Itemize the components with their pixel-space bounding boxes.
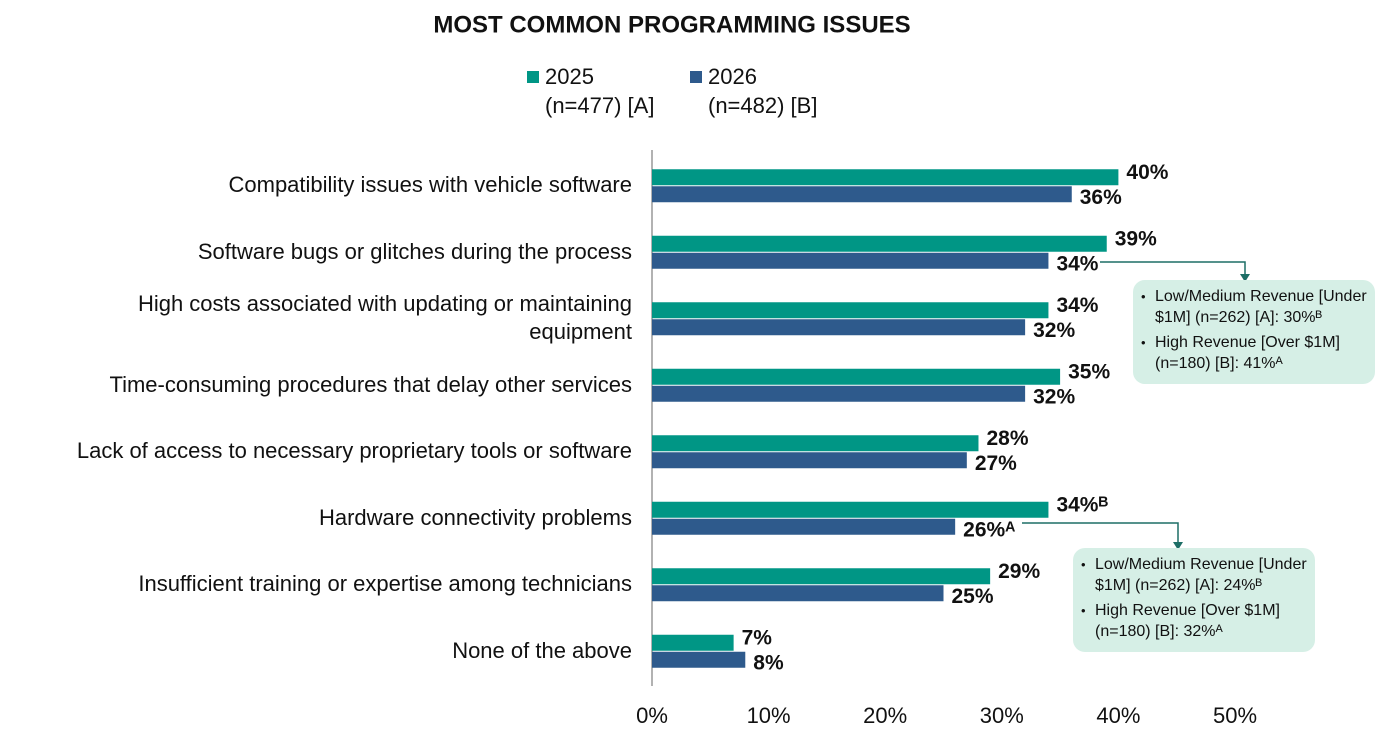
- y-tick-label: Lack of access to necessary proprietary …: [76, 438, 632, 464]
- legend-sample: (n=482) [B]: [708, 93, 817, 118]
- callout-item: Low/Medium Revenue [Under $1M] (n=262) […: [1081, 554, 1307, 596]
- bar: [652, 169, 1119, 186]
- callout-item: High Revenue [Over $1M] (n=180) [B]: 41%…: [1141, 332, 1367, 374]
- value-label: 39%: [1115, 227, 1157, 250]
- value-label: 34%: [1056, 252, 1098, 275]
- bar: [652, 651, 746, 668]
- value-label: 40%: [1126, 161, 1168, 184]
- bar: [652, 518, 956, 535]
- y-tick-label: None of the above: [452, 637, 632, 663]
- bar: [652, 319, 1026, 336]
- y-tick-label: Hardware connectivity problems: [318, 504, 632, 530]
- callout-arrow: [1022, 522, 1179, 544]
- bar: [652, 302, 1049, 319]
- value-label: 34%ᴮ: [1056, 493, 1108, 516]
- bar: [652, 568, 991, 585]
- y-tick-label: Software bugs or glitches during the pro…: [197, 238, 632, 264]
- y-tick-label: Compatibility issues with vehicle softwa…: [228, 172, 633, 198]
- y-tick-label: Insufficient training or expertise among…: [138, 571, 632, 597]
- y-tick-label: High costs associated with updating or m…: [137, 291, 632, 345]
- value-label: 7%: [742, 626, 773, 649]
- value-label: 36%: [1080, 186, 1122, 209]
- bar: [652, 585, 944, 602]
- value-label: 34%: [1056, 294, 1098, 317]
- value-label: 26%ᴬ: [963, 518, 1015, 541]
- value-label: 27%: [975, 452, 1017, 475]
- legend-label: 2025: [545, 64, 594, 89]
- x-tick-label: 40%: [1096, 703, 1140, 728]
- chart-title: MOST COMMON PROGRAMMING ISSUES: [433, 11, 910, 38]
- value-label: 8%: [753, 651, 784, 674]
- x-tick-label: 20%: [863, 703, 907, 728]
- value-label: 32%: [1033, 385, 1075, 408]
- bar: [652, 368, 1061, 385]
- value-label: 35%: [1068, 360, 1110, 383]
- legend-sample: (n=477) [A]: [545, 93, 654, 118]
- bar: [652, 501, 1049, 518]
- bar: [652, 235, 1107, 252]
- arrow-head: [1240, 274, 1250, 282]
- callout: Low/Medium Revenue [Under $1M] (n=262) […: [1073, 548, 1315, 652]
- value-label: 29%: [998, 560, 1040, 583]
- x-tick-label: 10%: [747, 703, 791, 728]
- callout-item: Low/Medium Revenue [Under $1M] (n=262) […: [1141, 286, 1367, 328]
- bar: [652, 634, 734, 651]
- bar: [652, 186, 1072, 203]
- bar: [652, 435, 979, 452]
- y-tick-label: Time-consuming procedures that delay oth…: [109, 371, 632, 397]
- x-tick-label: 50%: [1213, 703, 1257, 728]
- value-label: 32%: [1033, 319, 1075, 342]
- callout: Low/Medium Revenue [Under $1M] (n=262) […: [1133, 280, 1375, 384]
- legend-swatch: [527, 71, 539, 83]
- bar: [652, 452, 967, 469]
- legend-label: 2026: [708, 64, 757, 89]
- x-tick-label: 0%: [636, 703, 668, 728]
- x-tick-label: 30%: [980, 703, 1024, 728]
- legend-swatch: [690, 71, 702, 83]
- value-label: 25%: [952, 585, 994, 608]
- callout-item: High Revenue [Over $1M] (n=180) [B]: 32%…: [1081, 600, 1307, 642]
- arrow-head: [1173, 542, 1183, 550]
- callout-arrow: [1100, 261, 1246, 276]
- bar: [652, 252, 1049, 269]
- bar: [652, 385, 1026, 402]
- value-label: 28%: [986, 427, 1028, 450]
